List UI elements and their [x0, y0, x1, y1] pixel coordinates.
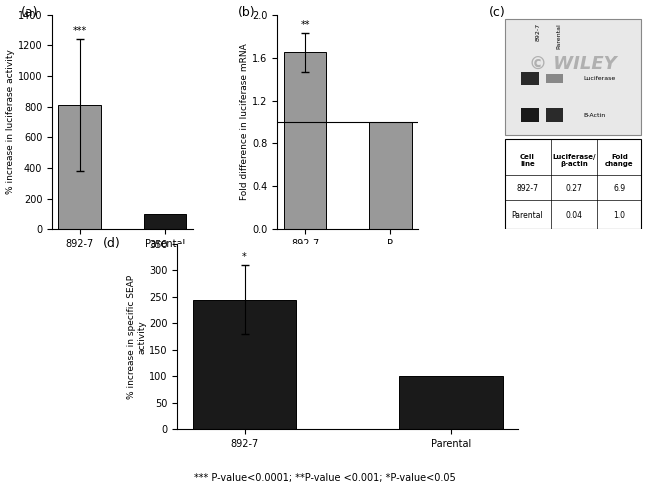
Text: ***: *** [73, 26, 87, 36]
Text: © WILEY: © WILEY [529, 55, 617, 73]
Bar [193, 300, 296, 429]
Y-axis label: % increase in luciferase activity: % increase in luciferase activity [6, 50, 15, 194]
Text: 0.04: 0.04 [566, 211, 582, 220]
Text: Parental: Parental [556, 23, 562, 49]
Y-axis label: % increase in specific SEAP
activity: % increase in specific SEAP activity [127, 275, 146, 399]
Text: B-Actin: B-Actin [583, 113, 605, 118]
Text: 892-7: 892-7 [516, 184, 538, 193]
Text: (d): (d) [103, 237, 120, 249]
FancyBboxPatch shape [506, 19, 641, 135]
Text: 892-7: 892-7 [536, 23, 540, 41]
Bar [369, 122, 411, 229]
Text: 1.0: 1.0 [614, 211, 625, 220]
Bar [58, 105, 101, 229]
Text: (a): (a) [21, 6, 38, 19]
FancyBboxPatch shape [546, 108, 563, 122]
FancyBboxPatch shape [546, 74, 563, 83]
Text: (c): (c) [489, 6, 505, 19]
FancyBboxPatch shape [521, 108, 539, 122]
Text: 6.9: 6.9 [614, 184, 625, 193]
Text: **: ** [300, 20, 310, 30]
Bar [144, 214, 187, 229]
Text: (b): (b) [238, 6, 255, 19]
Bar [284, 52, 326, 229]
Text: Luciferase: Luciferase [583, 76, 615, 81]
Text: *** P-value<0.0001; **P-value <0.001; *P-value<0.05: *** P-value<0.0001; **P-value <0.001; *P… [194, 473, 456, 483]
Text: Luciferase/
β-actin: Luciferase/ β-actin [552, 154, 595, 167]
FancyBboxPatch shape [506, 139, 641, 229]
Y-axis label: Fold difference in luciferase mRNA: Fold difference in luciferase mRNA [240, 43, 250, 201]
Text: Cell
line: Cell line [520, 154, 535, 167]
Text: *: * [242, 252, 247, 262]
Text: Fold
change: Fold change [605, 154, 634, 167]
Bar [399, 376, 502, 429]
FancyBboxPatch shape [521, 72, 539, 85]
Text: 0.27: 0.27 [566, 184, 582, 193]
Text: Parental: Parental [512, 211, 543, 220]
